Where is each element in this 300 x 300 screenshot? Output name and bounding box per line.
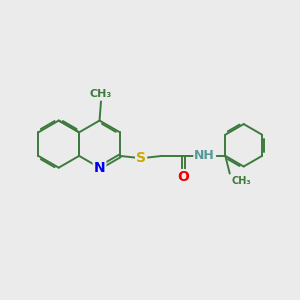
Text: O: O [178,170,190,184]
Text: CH₃: CH₃ [231,176,251,186]
Text: S: S [136,151,146,165]
Text: CH₃: CH₃ [90,89,112,99]
Text: NH: NH [194,149,215,162]
Text: N: N [94,161,105,175]
